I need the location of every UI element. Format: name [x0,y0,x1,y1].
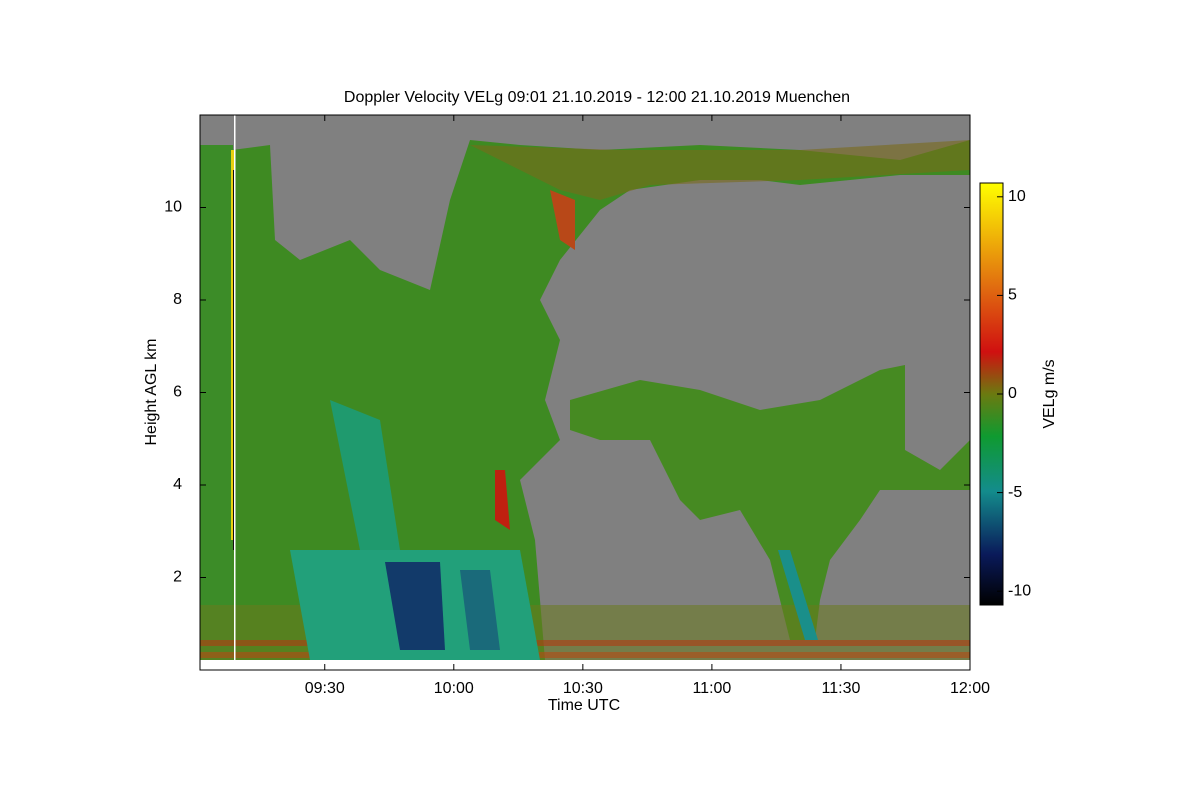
y-axis-label: Height AGL km [143,338,160,445]
x-tick-label: 09:30 [305,680,345,697]
y-tick-label: 8 [173,291,182,308]
x-tick-label: 10:00 [434,680,474,697]
x-tick-label: 10:30 [563,680,603,697]
x-tick-label: 12:00 [950,680,990,697]
x-axis-label: Time UTC [548,697,620,714]
colorbar-tick-label: 10 [1008,188,1026,205]
y-tick-label: 10 [164,199,182,216]
x-tick-label: 11:00 [692,680,731,697]
y-tick-label: 2 [173,569,182,586]
chart-title: Doppler Velocity VELg 09:01 21.10.2019 -… [344,89,850,106]
colorbar-tick-label: -10 [1008,582,1031,599]
y-tick-label: 4 [173,476,182,493]
y-tick-label: 6 [173,384,182,401]
colorbar-tick-label: 5 [1008,287,1017,304]
colorbar-tick-label: -5 [1008,484,1022,501]
colorbar-tick-label: 0 [1008,385,1017,402]
colorbar-label: VELg m/s [1041,359,1058,428]
field [200,115,970,670]
x-tick-label: 11:30 [822,680,861,697]
